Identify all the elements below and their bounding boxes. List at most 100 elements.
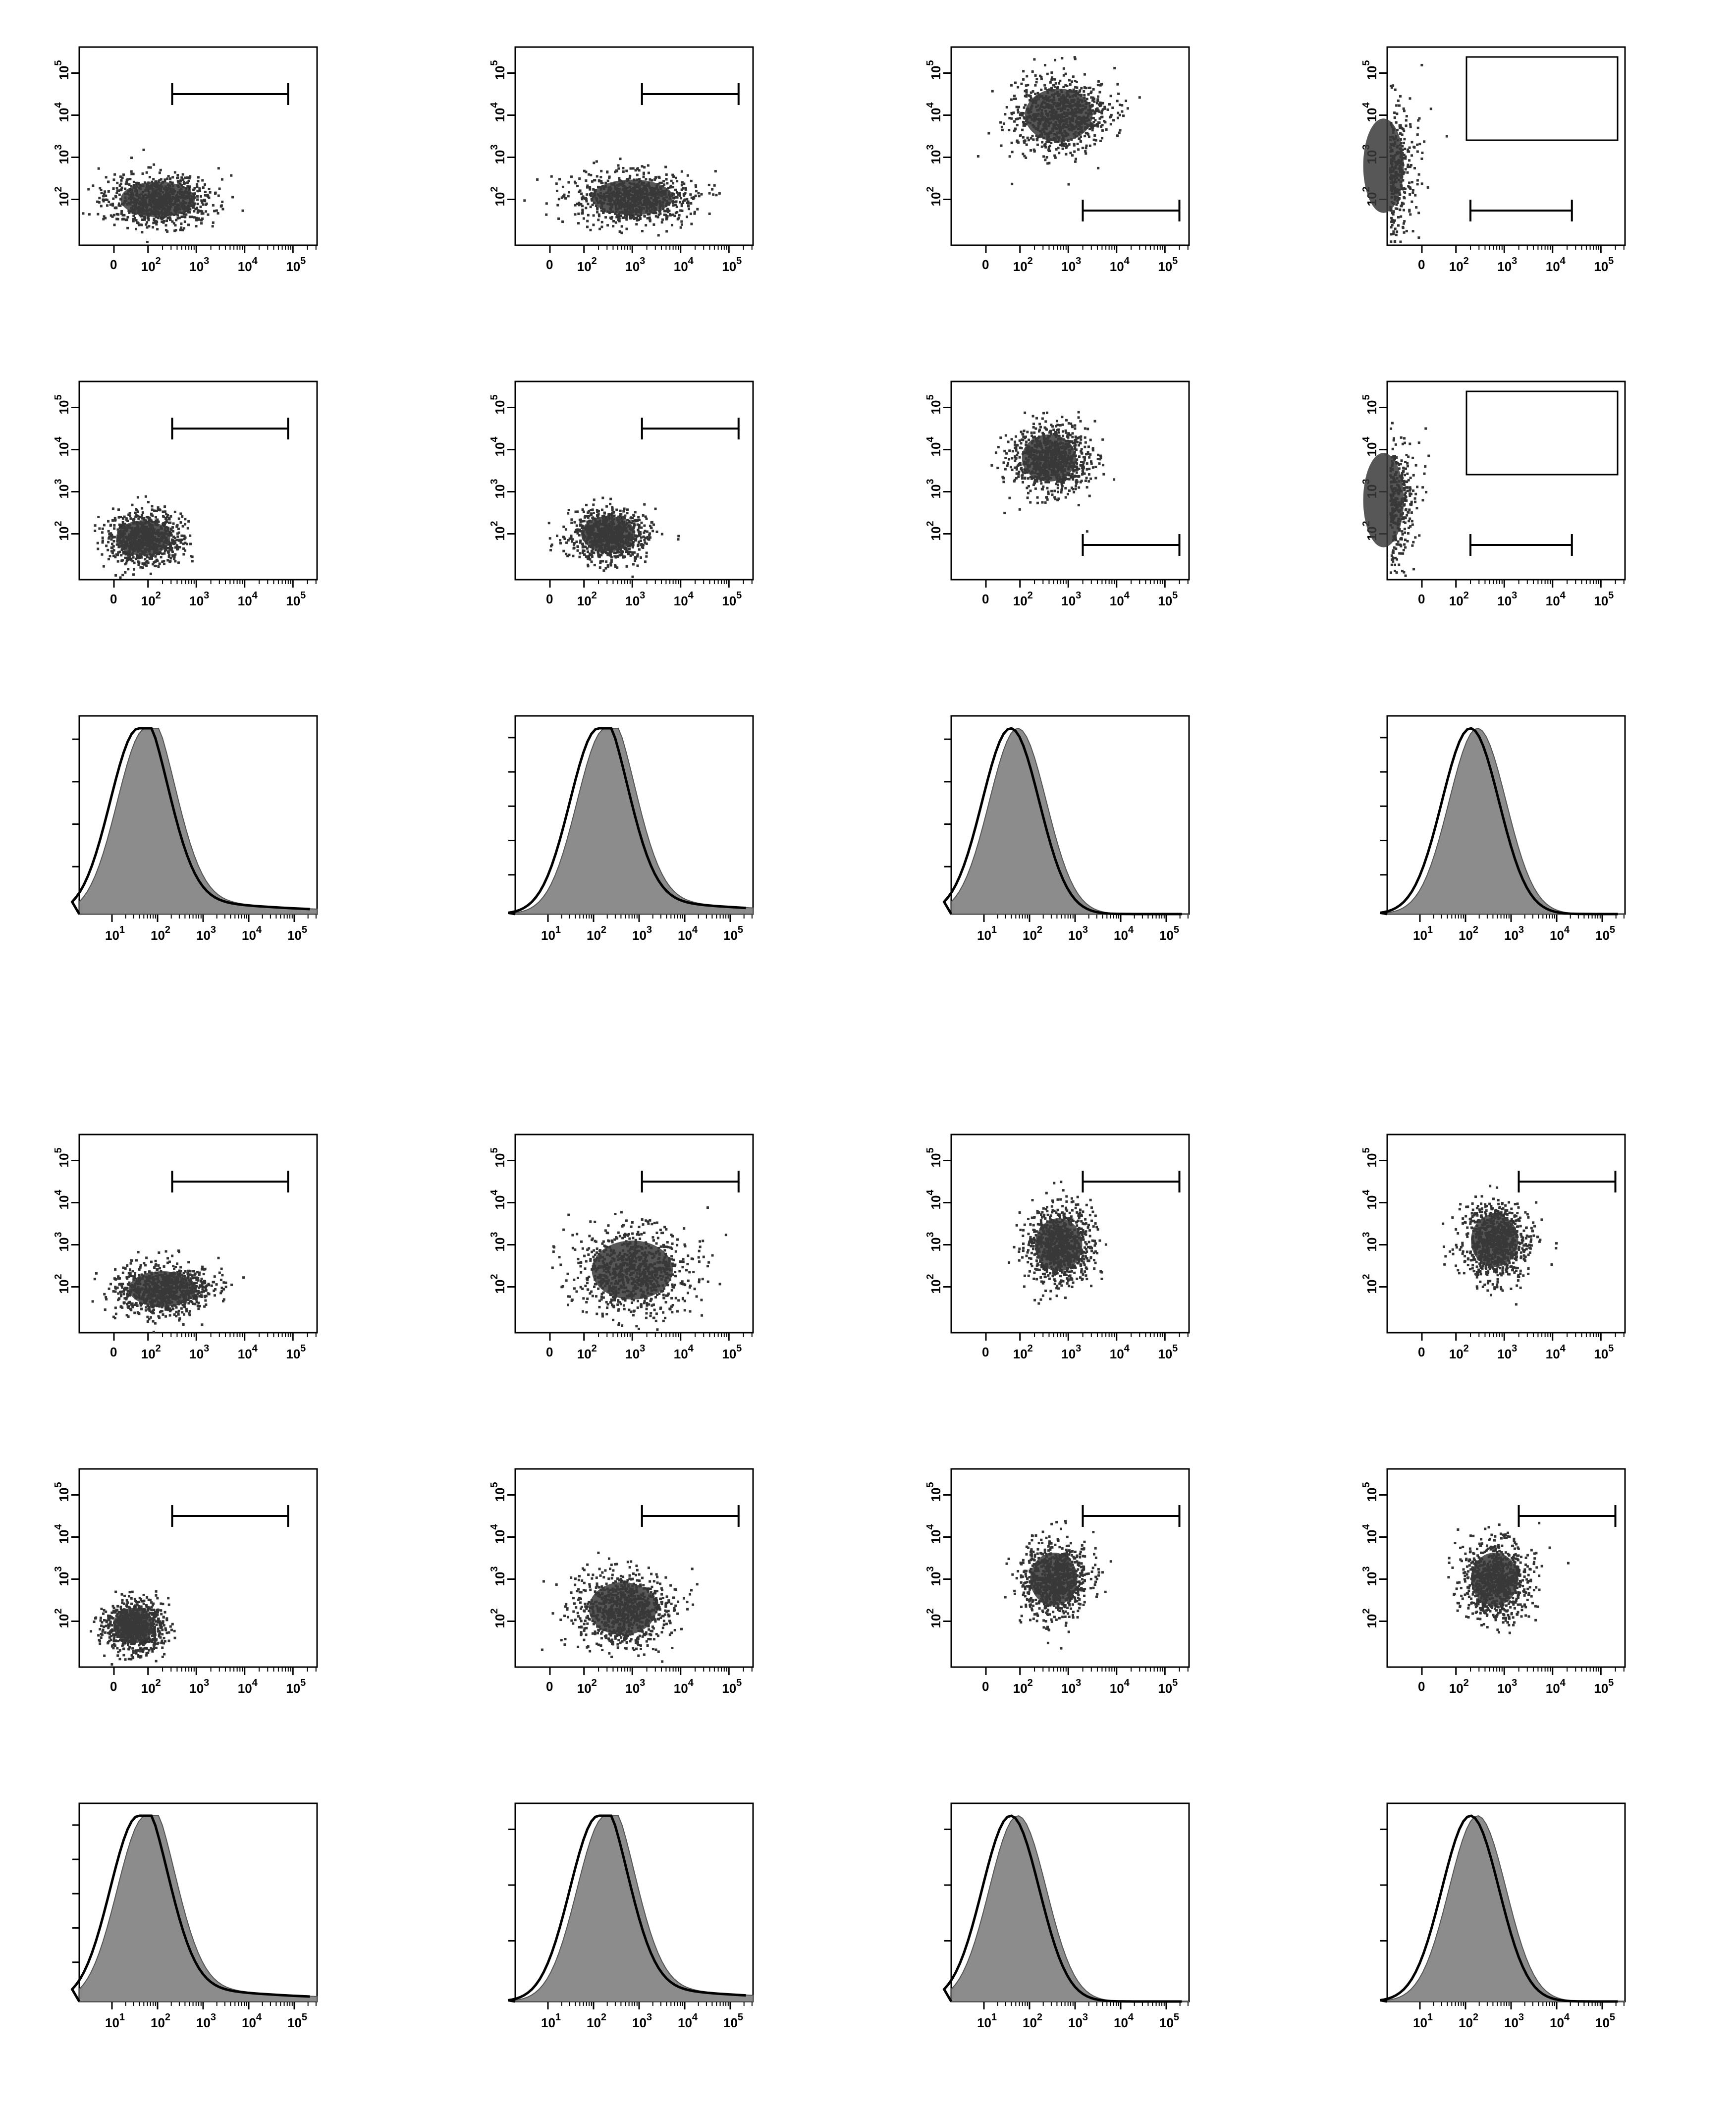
event-dot bbox=[164, 517, 167, 520]
event-dot bbox=[567, 181, 570, 184]
event-dot bbox=[635, 223, 638, 226]
event-dot bbox=[1089, 124, 1092, 127]
event-dot bbox=[565, 552, 568, 555]
event-density-core bbox=[116, 520, 170, 556]
event-dot bbox=[1085, 98, 1088, 101]
event-dot bbox=[132, 219, 135, 222]
event-dot bbox=[132, 184, 135, 187]
event-dot bbox=[600, 550, 603, 553]
event-dot bbox=[640, 526, 643, 529]
event-dot bbox=[1017, 111, 1020, 114]
event-dot bbox=[1022, 78, 1025, 81]
ytick-label: 104 bbox=[53, 436, 71, 457]
ytick-label: 102 bbox=[925, 186, 943, 206]
event-dot bbox=[152, 226, 155, 229]
event-dot bbox=[570, 518, 573, 521]
event-dot bbox=[147, 561, 150, 564]
event-dot bbox=[231, 196, 234, 199]
event-dot bbox=[1098, 91, 1101, 94]
event-dot bbox=[622, 166, 625, 169]
event-dot bbox=[189, 534, 192, 537]
event-dot bbox=[1048, 88, 1051, 91]
event-dot bbox=[1409, 193, 1411, 196]
event-dot bbox=[610, 560, 613, 563]
event-dot bbox=[1027, 84, 1030, 87]
event-dot bbox=[545, 213, 548, 216]
event-dot bbox=[1108, 103, 1111, 106]
event-dot bbox=[560, 196, 563, 199]
event-dot bbox=[124, 553, 127, 556]
event-dot bbox=[1088, 127, 1091, 130]
event-dot bbox=[1093, 134, 1096, 137]
event-dot bbox=[1067, 183, 1070, 186]
event-dot bbox=[183, 215, 186, 218]
event-dot bbox=[611, 508, 614, 511]
event-dot bbox=[652, 211, 655, 214]
event-dot bbox=[637, 516, 640, 519]
event-dot bbox=[1035, 134, 1038, 137]
event-dot bbox=[1445, 135, 1448, 138]
event-dot bbox=[1113, 67, 1116, 70]
event-dot bbox=[620, 513, 623, 516]
event-dot bbox=[976, 155, 979, 158]
event-dot bbox=[1416, 143, 1419, 146]
event-dot bbox=[1101, 102, 1104, 105]
event-dot bbox=[172, 536, 175, 539]
x-xtick-label: 104 bbox=[1546, 256, 1566, 274]
event-dot bbox=[220, 204, 223, 207]
ytick-label: 103 bbox=[53, 479, 71, 498]
event-dot bbox=[154, 516, 157, 519]
event-dot bbox=[1015, 118, 1018, 121]
event-dot bbox=[1390, 216, 1393, 219]
event-dot bbox=[113, 527, 116, 530]
event-dot bbox=[1085, 144, 1088, 147]
event-dot bbox=[683, 194, 686, 197]
event-dot bbox=[186, 542, 189, 545]
event-dot bbox=[1395, 104, 1398, 107]
event-dot bbox=[175, 525, 178, 528]
event-dot bbox=[646, 530, 649, 533]
event-dot bbox=[1090, 90, 1093, 93]
event-dot bbox=[98, 197, 101, 200]
event-dot bbox=[1391, 212, 1394, 215]
event-dot bbox=[111, 535, 114, 538]
event-dot bbox=[1392, 221, 1395, 224]
event-dot bbox=[559, 541, 562, 544]
event-dot bbox=[203, 199, 206, 202]
event-dot bbox=[97, 213, 100, 216]
event-dot bbox=[147, 517, 150, 520]
event-dot bbox=[165, 520, 168, 523]
event-dot bbox=[1016, 124, 1019, 127]
event-dot bbox=[115, 543, 118, 546]
event-dot bbox=[1392, 213, 1395, 216]
event-dot bbox=[634, 557, 637, 560]
event-dot bbox=[634, 511, 637, 514]
event-dot bbox=[180, 216, 183, 218]
event-dot bbox=[1417, 236, 1420, 239]
event-dot bbox=[1110, 113, 1113, 116]
event-dot bbox=[657, 175, 660, 178]
ytick-label: 103 bbox=[53, 144, 71, 164]
event-dot bbox=[718, 192, 721, 195]
event-dot bbox=[585, 170, 588, 173]
event-dot bbox=[145, 223, 148, 226]
event-dot bbox=[125, 178, 128, 181]
event-dot bbox=[579, 552, 582, 555]
event-dot bbox=[636, 173, 639, 176]
event-dot bbox=[672, 182, 675, 185]
event-dot bbox=[135, 557, 138, 560]
event-density-core bbox=[592, 179, 673, 215]
event-dot bbox=[671, 173, 674, 176]
event-dot bbox=[1036, 143, 1039, 146]
event-dot bbox=[1420, 63, 1423, 66]
event-dot bbox=[582, 510, 585, 513]
ytick-label: 104 bbox=[489, 436, 507, 457]
event-dot bbox=[570, 540, 573, 543]
event-dot bbox=[122, 517, 125, 520]
event-dot bbox=[579, 520, 582, 523]
event-dot bbox=[1035, 81, 1038, 84]
event-dot bbox=[140, 215, 143, 218]
event-dot bbox=[675, 196, 678, 199]
event-dot bbox=[1022, 70, 1025, 73]
ytick-label: 105 bbox=[489, 394, 507, 414]
